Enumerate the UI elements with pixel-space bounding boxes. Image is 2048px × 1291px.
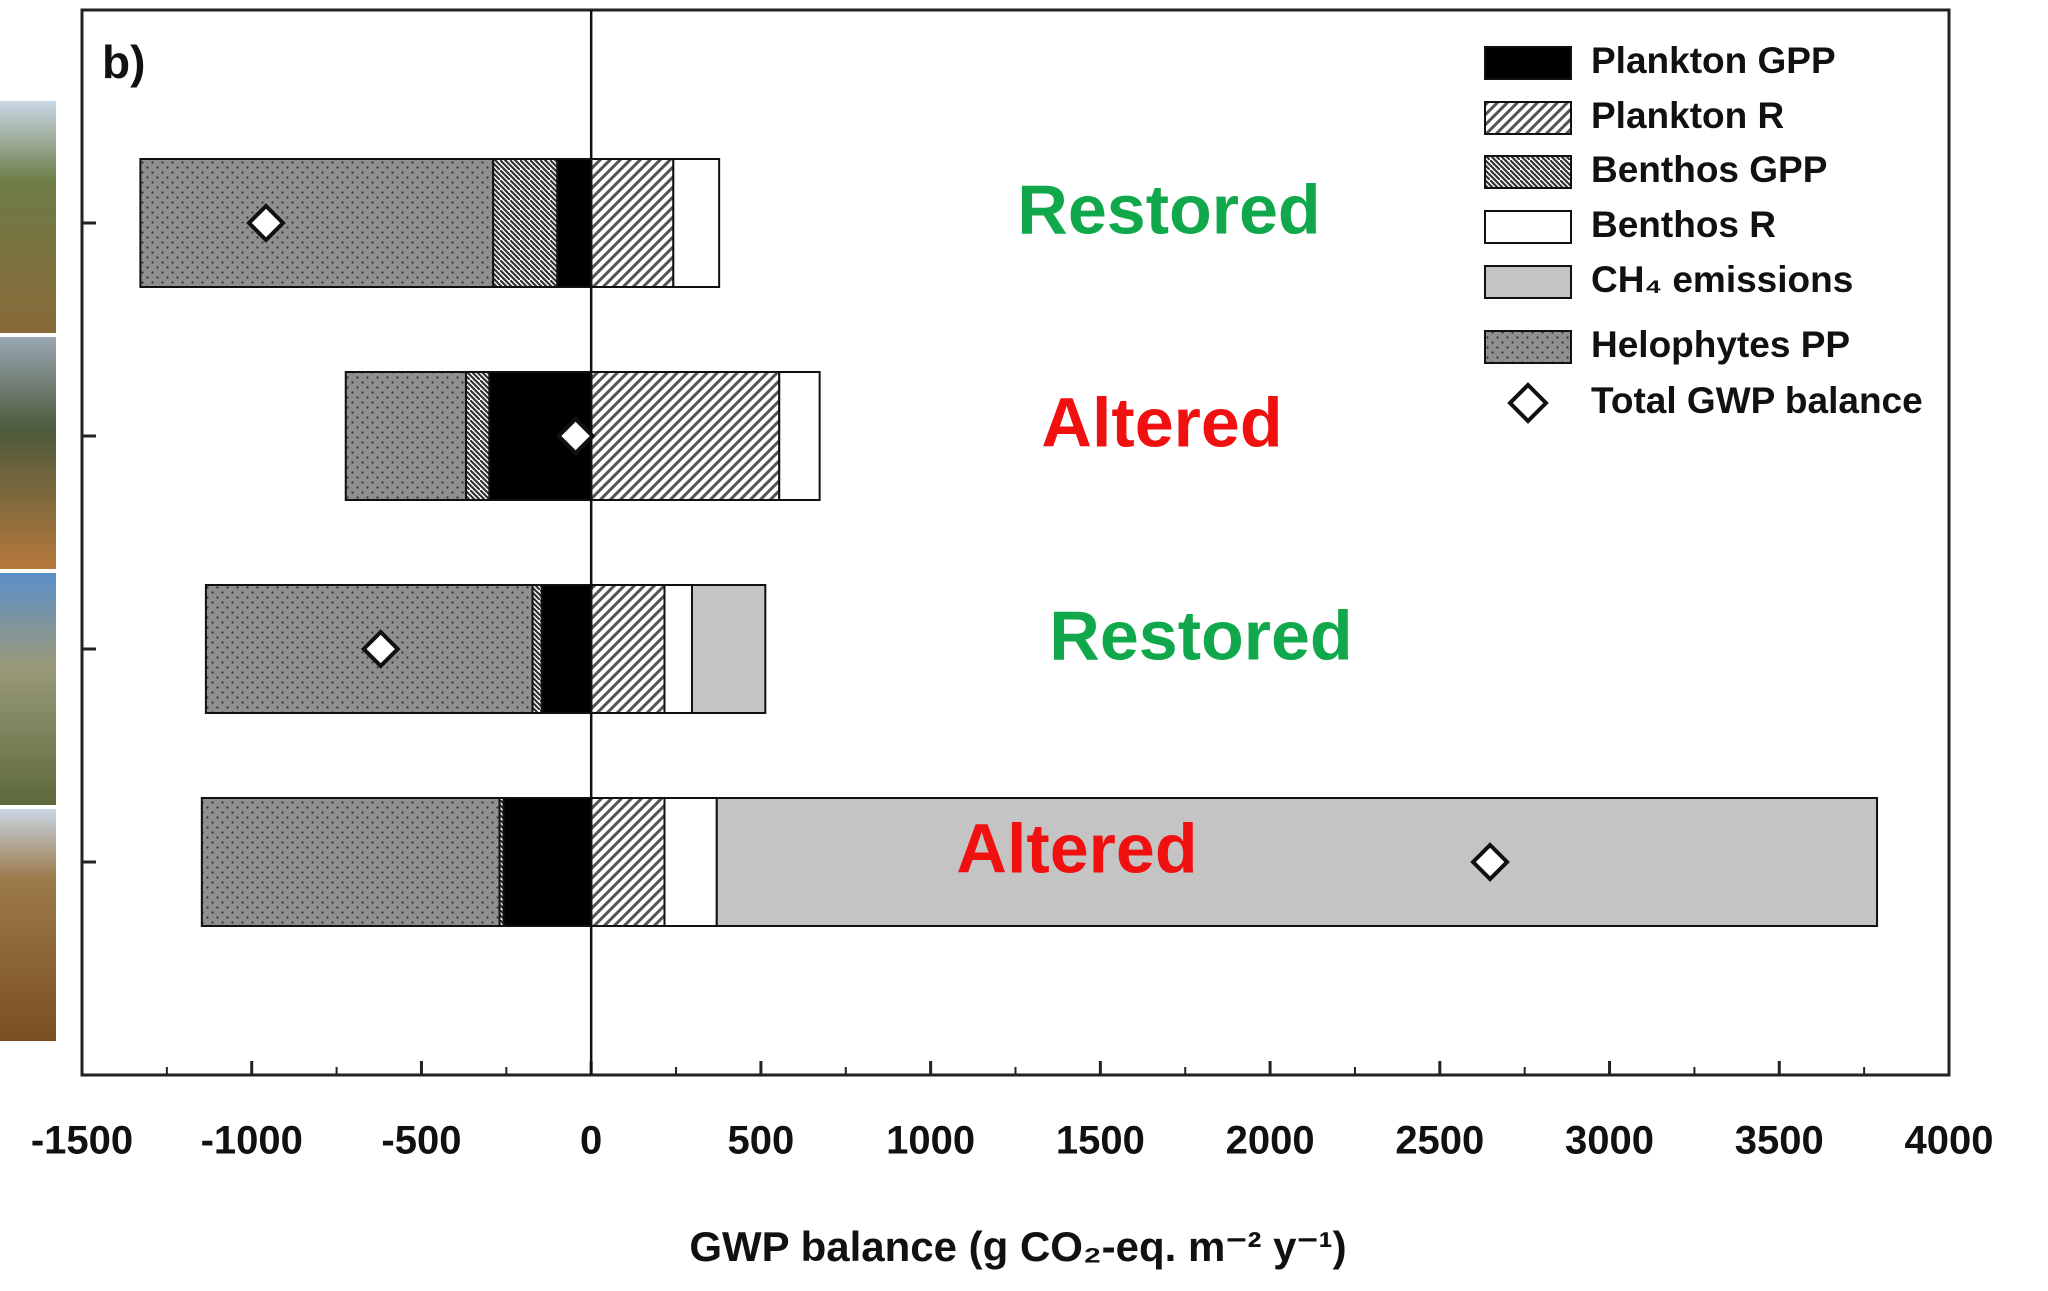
x-tick-label: 3500	[1735, 1119, 1824, 1163]
legend-swatch	[1484, 155, 1572, 189]
x-axis-label: GWP balance (g CO₂-eq. m⁻² y⁻¹)	[689, 1223, 1346, 1270]
bar-segment	[204, 584, 534, 714]
bar-segment	[663, 797, 718, 927]
x-tick-label: -1000	[201, 1119, 303, 1163]
legend-label: CH₄ emissions	[1591, 259, 1853, 300]
bar-segment	[344, 371, 467, 501]
total-marker	[555, 416, 596, 456]
bar-segment	[492, 158, 559, 288]
x-tick-label: 1500	[1056, 1119, 1145, 1163]
photo	[0, 573, 56, 805]
bar-segment	[590, 797, 666, 927]
bar-segment	[663, 584, 693, 714]
row-annotation: Altered	[1041, 383, 1282, 461]
x-tick-label: 500	[728, 1119, 795, 1163]
bar-segment	[556, 158, 593, 288]
total-marker	[246, 203, 286, 243]
x-tick-label: 1000	[886, 1119, 975, 1163]
x-tick-label: 2000	[1226, 1119, 1315, 1163]
bar-segment	[139, 158, 495, 288]
bar-segment	[464, 371, 491, 501]
x-tick-label: 4000	[1905, 1119, 1994, 1163]
bar-segment	[690, 584, 767, 714]
row-annotation: Restored	[1049, 596, 1352, 674]
legend-label: Total GWP balance	[1591, 380, 1923, 421]
photo	[0, 101, 56, 333]
legend-label: Helophytes PP	[1591, 324, 1850, 365]
bar-segment	[502, 797, 593, 927]
x-tick-label: -1500	[31, 1119, 133, 1163]
panel-label: b)	[102, 36, 145, 88]
legend-swatch	[1484, 330, 1572, 364]
photo	[0, 809, 56, 1041]
legend-swatch	[1484, 265, 1572, 299]
total-marker	[360, 629, 401, 669]
x-tick-label: -500	[381, 1119, 461, 1163]
legend-swatch	[1484, 101, 1572, 135]
legend-label: Plankton R	[1591, 95, 1784, 136]
x-tick-label: 3000	[1565, 1119, 1654, 1163]
legend-swatch	[1484, 46, 1572, 80]
legend-swatch	[1484, 210, 1572, 244]
bar-segment	[590, 158, 675, 288]
bar-segment	[715, 797, 1879, 927]
bar-segment	[531, 584, 543, 714]
x-tick-label: 2500	[1395, 1119, 1484, 1163]
x-tick-label: 0	[580, 1119, 602, 1163]
row-annotation: Restored	[1017, 170, 1320, 248]
bar-segment	[590, 584, 666, 714]
legend-marker	[1507, 382, 1549, 424]
photo	[0, 337, 56, 569]
bar-segment	[540, 584, 593, 714]
photo-strip	[0, 101, 56, 1041]
row-annotation: Altered	[956, 809, 1197, 887]
legend-label: Plankton GPP	[1591, 40, 1836, 81]
legend-label: Benthos R	[1591, 204, 1776, 245]
total-marker	[1470, 842, 1510, 882]
bar-segment	[200, 797, 501, 927]
legend-label: Benthos GPP	[1591, 149, 1827, 190]
bar-segment	[590, 371, 781, 501]
bar-segment	[672, 158, 721, 288]
bar-segment	[778, 371, 821, 501]
